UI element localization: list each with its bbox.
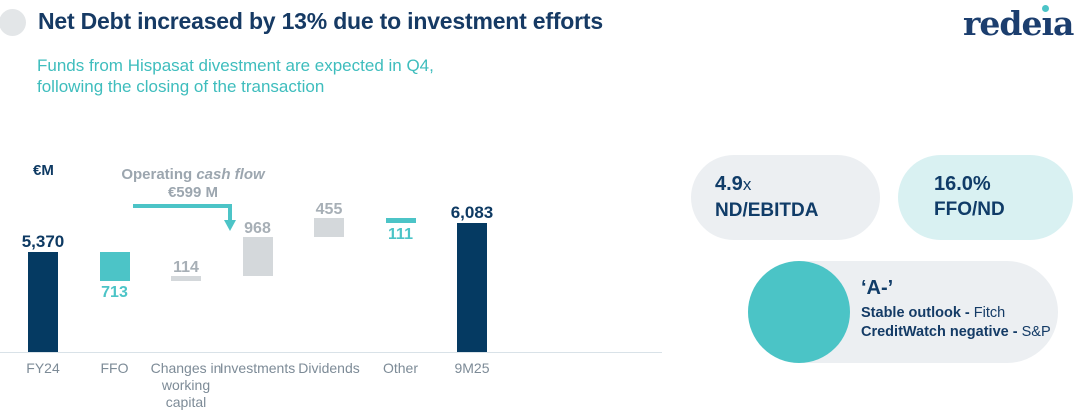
axis-label-other: Other xyxy=(382,360,418,376)
subtitle-line1: Funds from Hispasat divestment are expec… xyxy=(37,56,434,75)
rating-fitch-agency: Fitch xyxy=(969,305,1006,321)
subtitle-line2: following the closing of the transaction xyxy=(37,77,325,96)
ffo-nd-pill: 16.0% FFO/ND xyxy=(898,155,1073,240)
bar-value-9m25: 6,083 xyxy=(450,202,494,222)
axis-label-investments: Investments xyxy=(219,360,296,376)
ffo-nd-value: 16.0% xyxy=(934,173,991,195)
axis-label-changes-in-working-capital: Changes in working capital xyxy=(150,360,222,410)
axis-label-9m25: 9M25 xyxy=(454,360,490,376)
annotation-text: Operating xyxy=(121,166,197,183)
nd-ebitda-number: 4.9 xyxy=(715,173,743,195)
logo-i-teal-dot: ı xyxy=(1041,4,1054,43)
chart-baseline xyxy=(0,352,662,353)
annotation-line2: €599 M xyxy=(167,184,219,201)
waterfall-bar-9m25 xyxy=(457,222,487,352)
axis-label-dividends: Dividends xyxy=(298,360,360,376)
rating-fitch-line: Stable outlook - Fitch xyxy=(861,304,1051,323)
annotation-arrow-icon xyxy=(133,204,236,231)
rating-grade: ‘A-’ xyxy=(861,277,894,299)
rating-sp-outlook: CreditWatch negative - xyxy=(861,324,1018,340)
waterfall-bar-other xyxy=(385,218,416,223)
rating-fitch-outlook: Stable outlook - xyxy=(861,305,970,321)
bar-value-dividends: 455 xyxy=(315,201,343,219)
page-subtitle: Funds from Hispasat divestment are expec… xyxy=(37,55,434,97)
rating-sp-line: CreditWatch negative - S&P xyxy=(861,323,1051,342)
nd-ebitda-label: ND/EBITDA xyxy=(715,200,819,221)
bar-value-ffo: 713 xyxy=(101,284,128,302)
logo-text-post: a xyxy=(1053,4,1074,43)
nd-ebitda-pill: 4.9x ND/EBITDA xyxy=(691,155,880,240)
waterfall-bar-fy24 xyxy=(28,252,58,352)
rating-text: ‘A-’ Stable outlook - Fitch CreditWatch … xyxy=(861,275,1051,342)
redeia-logo: redeıa xyxy=(963,4,1074,43)
annotation-text-italic: cash flow xyxy=(196,166,265,183)
waterfall-bar-dividends xyxy=(314,218,344,237)
credit-rating-pill: ‘A-’ Stable outlook - Fitch CreditWatch … xyxy=(748,261,1058,363)
bar-value-changes-in-working-capital: 114 xyxy=(173,259,199,277)
ffo-nd-label: FFO/ND xyxy=(934,199,1005,220)
net-debt-waterfall-chart: €M Operating cash flow €599 M 5,370 FY24 7… xyxy=(0,162,662,410)
axis-label-fy24: FY24 xyxy=(26,360,60,376)
axis-label-ffo: FFO xyxy=(100,360,129,376)
waterfall-bar-changes-in-working-capital xyxy=(171,276,201,281)
waterfall-bar-investments xyxy=(242,236,273,277)
nd-ebitda-value: 4.9x xyxy=(715,171,880,198)
chart-unit-label: €M xyxy=(33,162,54,179)
waterfall-bar-ffo xyxy=(99,252,130,282)
rating-sp-agency: S&P xyxy=(1017,324,1051,340)
bar-value-investments: 968 xyxy=(244,219,271,237)
title-bullet-icon xyxy=(0,9,26,36)
rating-circle-icon xyxy=(748,261,850,363)
bar-value-other: 111 xyxy=(388,225,413,243)
page-title: Net Debt increased by 13% due to investm… xyxy=(38,8,603,34)
logo-text-pre: rede xyxy=(963,4,1042,43)
annotation-line1: Operating cash flow xyxy=(113,166,273,184)
operating-cash-flow-annotation: Operating cash flow €599 M xyxy=(113,166,273,202)
bar-value-fy24: 5,370 xyxy=(21,232,65,251)
nd-ebitda-suffix: x xyxy=(742,175,752,194)
